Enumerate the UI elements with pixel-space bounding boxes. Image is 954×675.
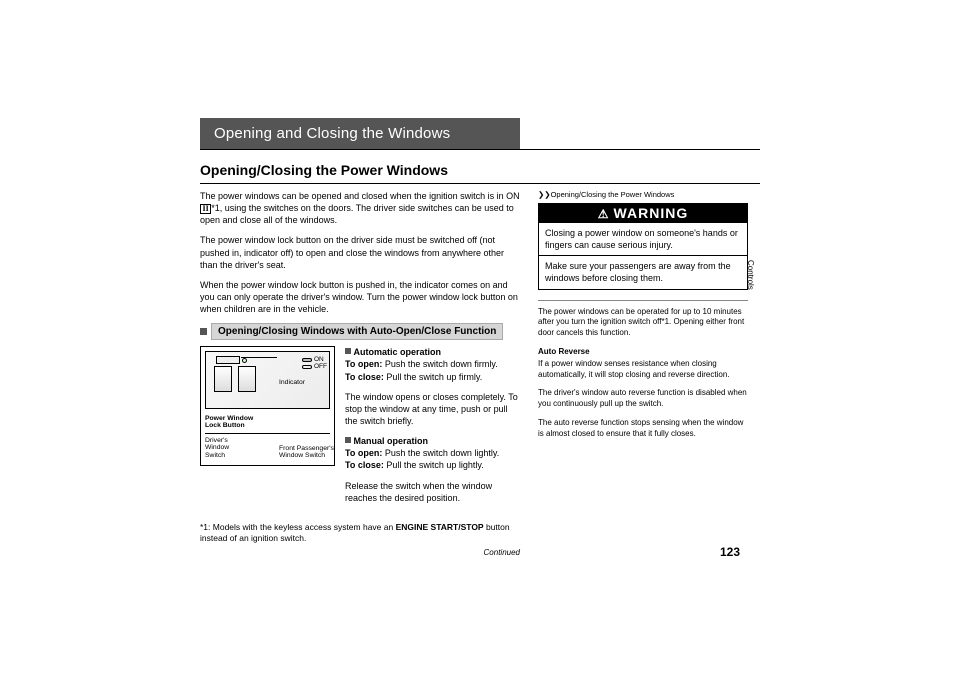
to-open-label: To open: bbox=[345, 359, 382, 369]
warning-para-2: Make sure your passengers are away from … bbox=[545, 260, 741, 284]
label-off: OFF bbox=[314, 363, 327, 370]
auto-close-text: Pull the switch up firmly. bbox=[384, 372, 482, 382]
section-tab: Controls bbox=[746, 260, 755, 290]
man-open-text: Push the switch down lightly. bbox=[382, 448, 499, 458]
footnote: *1: Models with the keyless access syste… bbox=[200, 522, 520, 544]
leader-line bbox=[205, 433, 330, 434]
auto-operation-heading: Automatic operation bbox=[354, 347, 442, 357]
intro-para-1: The power windows can be opened and clos… bbox=[200, 190, 520, 226]
para1-part-b: *1, using the switches on the doors. The… bbox=[200, 203, 514, 225]
diagram-indicator-led bbox=[242, 358, 247, 363]
switch-diagram: ON OFF Indicator Power Window Lock Butto… bbox=[200, 346, 335, 466]
subsection-header: Opening/Closing Windows with Auto-Open/C… bbox=[200, 323, 520, 340]
label-indicator: Indicator bbox=[279, 379, 305, 386]
diagram-panel: ON OFF bbox=[205, 351, 330, 409]
to-open-label: To open: bbox=[345, 448, 382, 458]
side-reference: ❯❯Opening/Closing the Power Windows bbox=[538, 190, 748, 199]
footnote-part-a: *1: Models with the keyless access syste… bbox=[200, 522, 396, 532]
manual-operation-heading: Manual operation bbox=[354, 436, 429, 446]
on-pill-icon bbox=[302, 358, 312, 362]
auto-reverse-heading: Auto Reverse bbox=[538, 347, 748, 358]
main-column: The power windows can be opened and clos… bbox=[200, 190, 520, 557]
chapter-title-bar: Opening and Closing the Windows bbox=[200, 118, 520, 149]
to-close-label: To close: bbox=[345, 460, 384, 470]
square-bullet-icon bbox=[345, 437, 351, 443]
section-title: Opening/Closing the Power Windows bbox=[200, 162, 760, 178]
page-number: 123 bbox=[720, 545, 740, 559]
top-rule bbox=[200, 149, 760, 150]
subsection-title: Opening/Closing Windows with Auto-Open/C… bbox=[211, 323, 503, 340]
manual-operation-block: Manual operation To open: Push the switc… bbox=[345, 435, 520, 471]
section-rule bbox=[200, 183, 760, 184]
label-driver-switch: Driver's Window Switch bbox=[205, 437, 229, 458]
operation-text: Automatic operation To open: Push the sw… bbox=[345, 346, 520, 512]
man-close-text: Pull the switch up lightly. bbox=[384, 460, 484, 470]
manual-page: Opening and Closing the Windows Opening/… bbox=[200, 118, 760, 557]
warning-box: WARNING Closing a power window on someon… bbox=[538, 203, 748, 290]
ignition-position-icon: II bbox=[200, 204, 211, 214]
ref-arrows-icon: ❯❯ bbox=[538, 190, 551, 199]
warning-heading: WARNING bbox=[539, 204, 747, 223]
side-ref-text: Opening/Closing the Power Windows bbox=[551, 190, 675, 199]
side-note-4: The auto reverse function stops sensing … bbox=[538, 418, 748, 440]
side-note-1: The power windows can be operated for up… bbox=[538, 300, 748, 339]
intro-para-3: When the power window lock button is pus… bbox=[200, 279, 520, 315]
manual-operation-desc: Release the switch when the window reach… bbox=[345, 480, 520, 504]
label-power-window-lock: Power Window Lock Button bbox=[205, 415, 253, 429]
para1-part-a: The power windows can be opened and clos… bbox=[200, 191, 520, 201]
auto-operation-desc: The window opens or closes completely. T… bbox=[345, 391, 520, 427]
continued-label: Continued bbox=[200, 548, 520, 557]
side-note-3: The driver's window auto reverse functio… bbox=[538, 388, 748, 410]
label-on: ON bbox=[314, 356, 324, 363]
two-column-layout: The power windows can be opened and clos… bbox=[200, 190, 760, 557]
diagram-on-off-legend: ON OFF bbox=[302, 356, 327, 370]
warning-para-1: Closing a power window on someone's hand… bbox=[545, 227, 741, 251]
intro-para-2: The power window lock button on the driv… bbox=[200, 234, 520, 270]
auto-open-text: Push the switch down firmly. bbox=[382, 359, 497, 369]
off-pill-icon bbox=[302, 365, 312, 369]
diagram-passenger-switch bbox=[238, 366, 256, 392]
diagram-driver-switch bbox=[214, 366, 232, 392]
square-bullet-icon bbox=[200, 328, 207, 335]
auto-reverse-body: If a power window senses resistance when… bbox=[538, 359, 748, 381]
warning-body: Closing a power window on someone's hand… bbox=[539, 223, 747, 289]
auto-operation-block: Automatic operation To open: Push the sw… bbox=[345, 346, 520, 382]
side-note-2: Auto Reverse If a power window senses re… bbox=[538, 347, 748, 380]
warning-divider bbox=[539, 255, 747, 256]
square-bullet-icon bbox=[345, 348, 351, 354]
side-column: ❯❯Opening/Closing the Power Windows WARN… bbox=[538, 190, 748, 557]
operation-block: ON OFF Indicator Power Window Lock Butto… bbox=[200, 346, 520, 512]
footnote-bold: ENGINE START/STOP bbox=[396, 522, 484, 532]
leader-line bbox=[241, 357, 277, 358]
label-front-passenger-switch: Front Passenger's Window Switch bbox=[279, 445, 334, 459]
diagram-lock-button bbox=[216, 356, 240, 364]
to-close-label: To close: bbox=[345, 372, 384, 382]
